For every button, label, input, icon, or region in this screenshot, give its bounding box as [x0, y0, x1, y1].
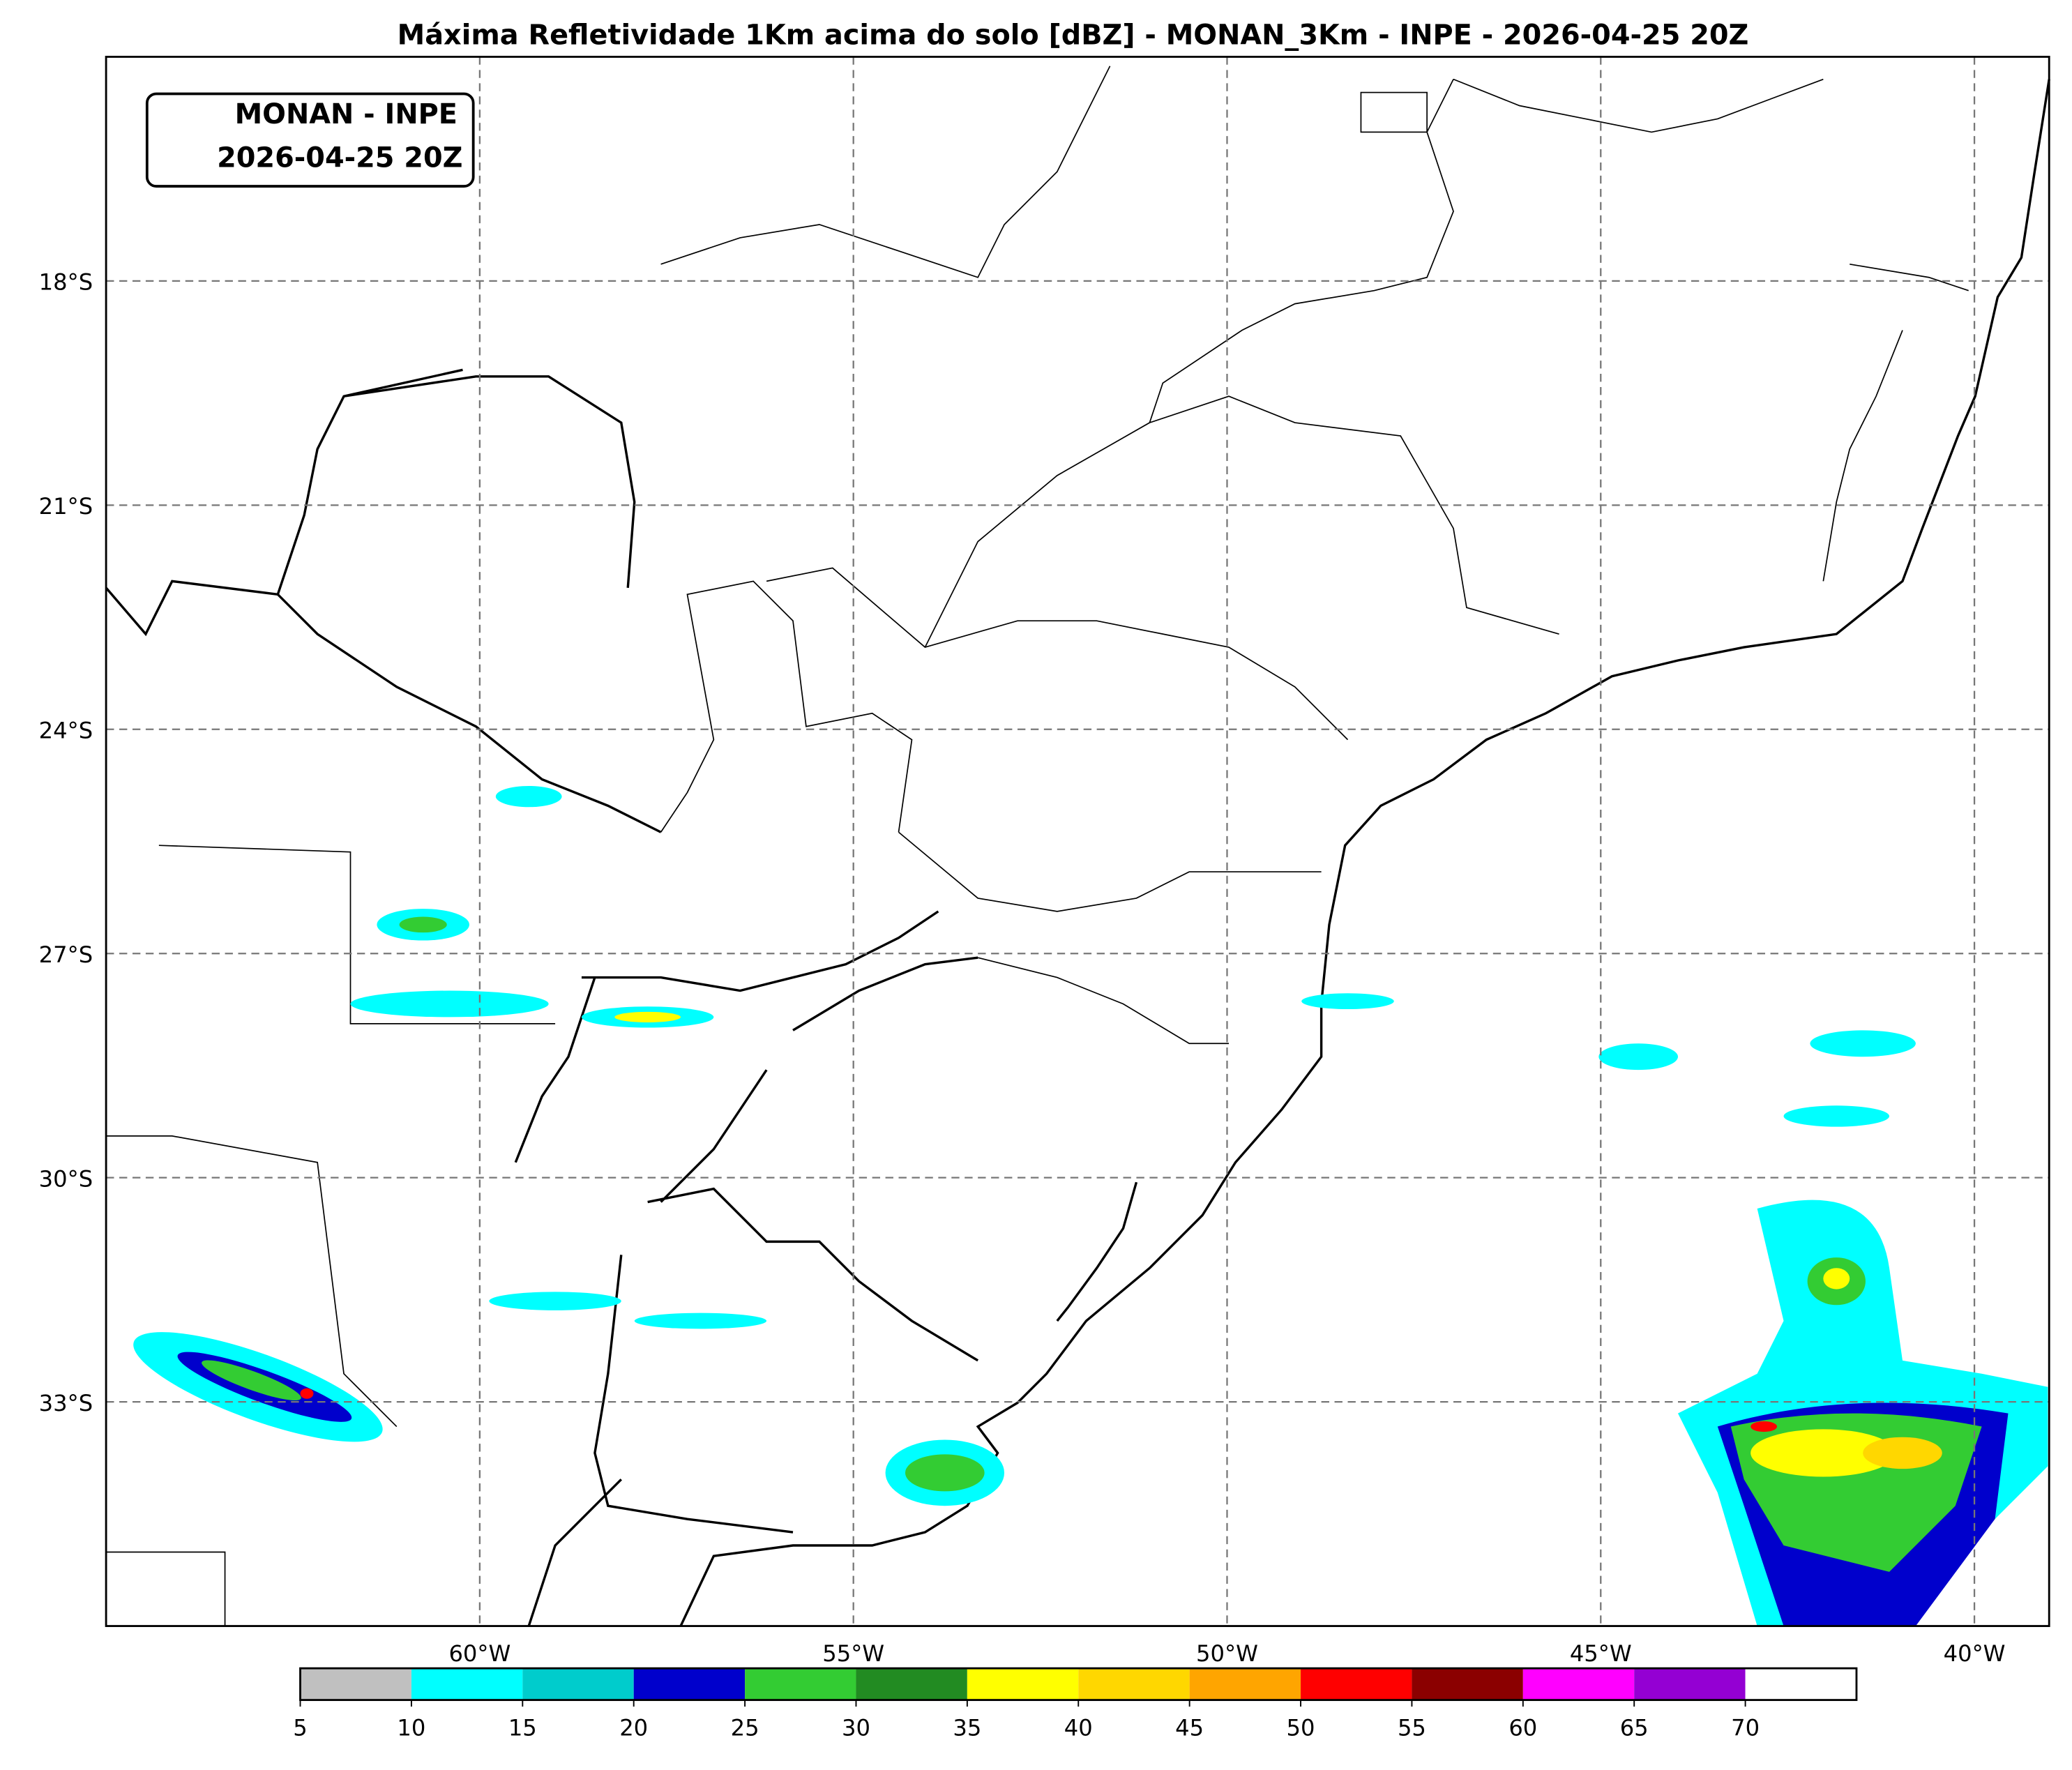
x-tick-label: 55°W: [822, 1640, 884, 1667]
colorbar-tick-label: 60: [1508, 1714, 1537, 1741]
colorbar-segment: [1078, 1668, 1190, 1700]
colorbar-tick-label: 65: [1620, 1714, 1649, 1741]
colorbar-tick-label: 55: [1398, 1714, 1426, 1741]
colorbar-segment: [1189, 1668, 1301, 1700]
colorbar-segment: [856, 1668, 967, 1700]
y-tick-label: 21°S: [39, 493, 93, 520]
map-frame: [105, 56, 2050, 1627]
colorbar-tick-label: 40: [1064, 1714, 1093, 1741]
reflectivity-field: [133, 785, 2048, 1626]
colorbar-tick-label: 5: [293, 1714, 307, 1741]
x-tick-label: 50°W: [1196, 1640, 1258, 1667]
grid: [106, 56, 2050, 1626]
colorbar-segment: [633, 1668, 746, 1700]
map-title: Máxima Refletividade 1Km acima do solo […: [398, 20, 1749, 52]
colorbar-segment: [1301, 1668, 1412, 1700]
y-tick-label: 30°S: [39, 1165, 93, 1192]
label-box: MONAN - INPE 2026-04-25 20Z: [145, 92, 475, 188]
colorbar-segment: [300, 1668, 411, 1700]
colorbar-segment: [522, 1668, 634, 1700]
colorbar-segment: [1412, 1668, 1523, 1700]
colorbar: 5 10 15 20 25 30 35 40 45 50 55 60 65 70: [293, 1667, 1858, 1741]
colorbar-segment: [1522, 1668, 1635, 1700]
colorbar-tick-label: 20: [619, 1714, 648, 1741]
y-tick-label: 24°S: [39, 718, 93, 744]
label-box-line: 2026-04-25 20Z: [217, 142, 462, 174]
colorbar-segment: [967, 1668, 1079, 1700]
map-background: [105, 56, 2050, 1627]
colorbar-segment: [1745, 1668, 1857, 1700]
y-tick-label: 18°S: [39, 269, 93, 296]
colorbar-tick-label: 45: [1175, 1714, 1204, 1741]
colorbar-segment: [1634, 1668, 1746, 1700]
x-tick-label: 60°W: [448, 1640, 511, 1667]
x-tick-label: 40°W: [1944, 1640, 2006, 1667]
colorbar-tick-label: 30: [842, 1714, 870, 1741]
colorbar-tick-label: 25: [731, 1714, 759, 1741]
colorbar-segment: [745, 1668, 856, 1700]
colorbar-tick-label: 70: [1731, 1714, 1760, 1741]
y-tick-label: 27°S: [39, 941, 93, 968]
colorbar-tick-label: 15: [508, 1714, 537, 1741]
colorbar-tick-label: 10: [397, 1714, 425, 1741]
y-tick-label: 33°S: [39, 1390, 93, 1416]
x-tick-label: 45°W: [1570, 1640, 1632, 1667]
colorbar-tick-label: 50: [1287, 1714, 1315, 1741]
label-box-line: MONAN - INPE: [235, 98, 457, 130]
colorbar-tick-label: 35: [953, 1714, 981, 1741]
colorbar-segment: [411, 1668, 523, 1700]
